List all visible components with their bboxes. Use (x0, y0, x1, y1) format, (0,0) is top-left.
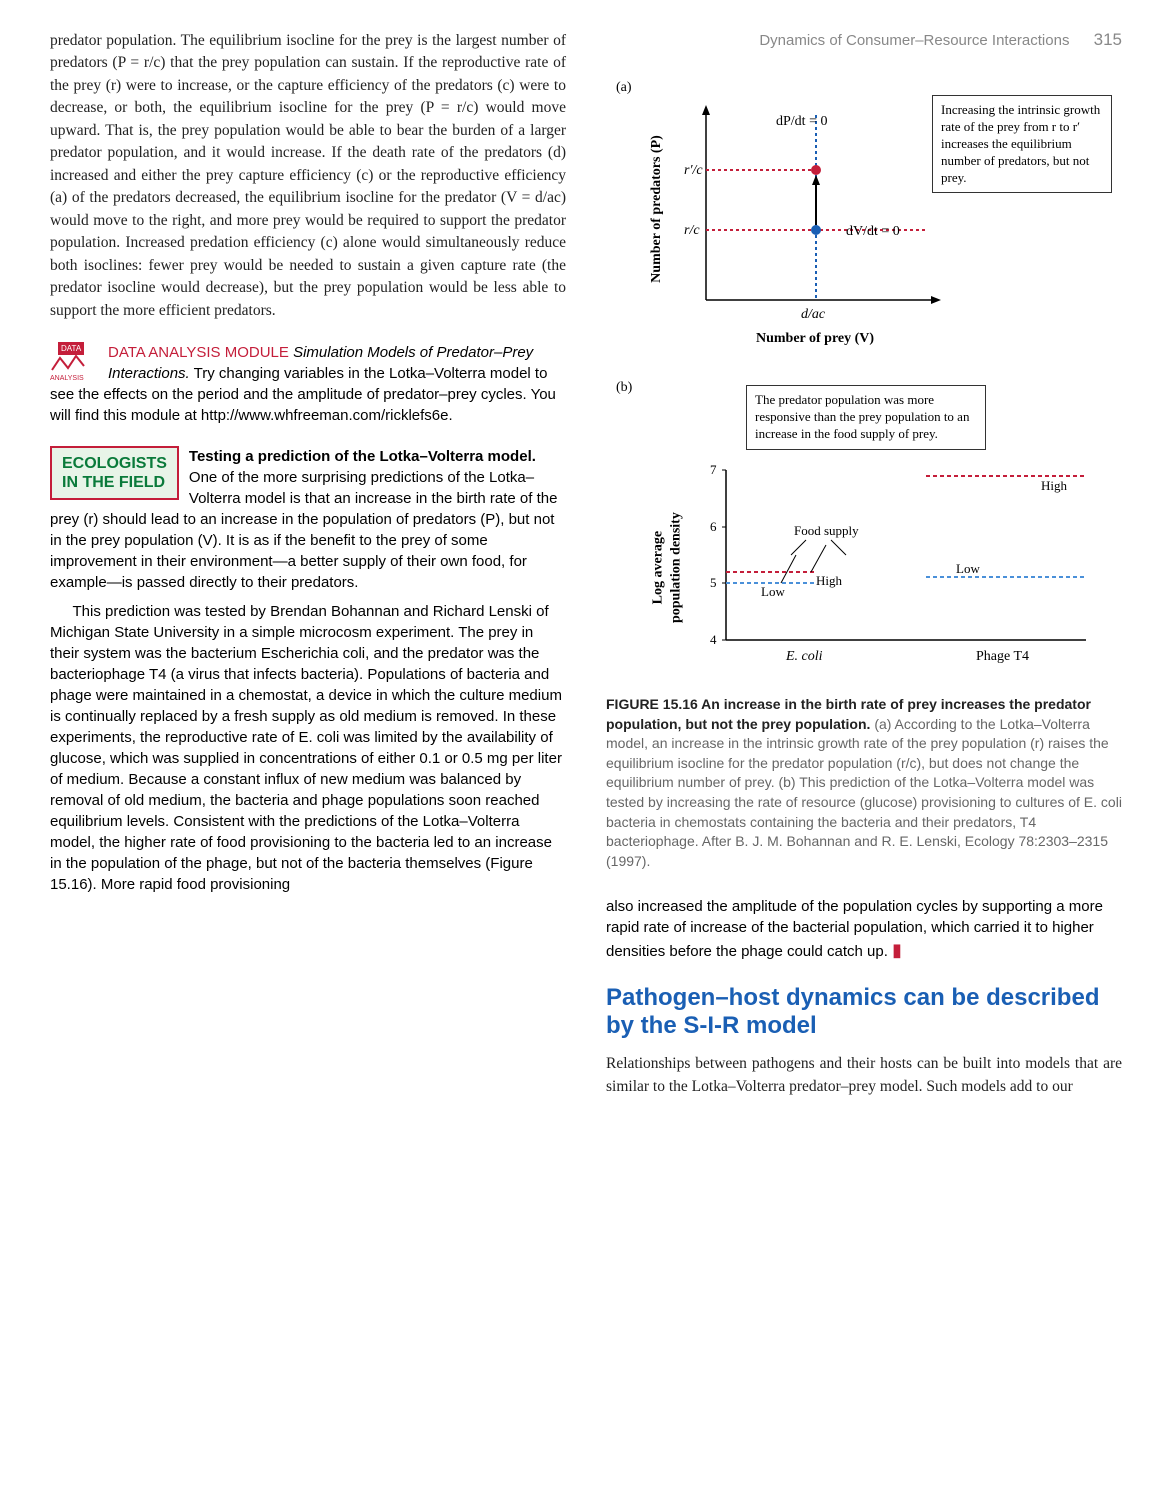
continue-text: also increased the amplitude of the popu… (606, 898, 1103, 960)
ytick-top: r′/c (684, 163, 703, 178)
section-heading: Pathogen–host dynamics can be described … (606, 984, 1122, 1042)
chart-b-svg: 4 5 6 7 Low High Low High Fo (646, 460, 1126, 680)
predator-text: predator population. The equilibrium iso… (50, 30, 566, 322)
page-header: Dynamics of Consumer–Resource Interactio… (606, 30, 1122, 50)
svg-text:5: 5 (710, 575, 717, 590)
dvdt: dV/dt = 0 (846, 224, 900, 239)
figure-caption: FIGURE 15.16 An increase in the birth ra… (606, 695, 1122, 871)
svg-text:7: 7 (710, 462, 717, 477)
main-paragraph: predator population. The equilibrium iso… (50, 30, 566, 322)
dpdt: dP/dt = 0 (776, 114, 827, 129)
chart-a: (a) r′/c r/c (616, 80, 1122, 370)
module-title: DATA ANALYSIS MODULE (108, 344, 289, 361)
chart-b: (b) The predator population was more res… (616, 380, 1122, 680)
analysis-sub: ANALYSIS (50, 374, 84, 384)
svg-text:4: 4 (710, 632, 717, 647)
ecologists-line1: ECOLOGISTS (62, 454, 167, 473)
chart-a-ylabel: Number of predators (P) (647, 119, 665, 299)
ytick-bot: r/c (684, 223, 700, 238)
ecologists-line2: IN THE FIELD (62, 473, 167, 492)
svg-text:Low: Low (761, 584, 785, 599)
end-mark: ▮ (892, 940, 902, 960)
spark-icon (50, 352, 90, 376)
section-body: Relationships between pathogens and thei… (606, 1053, 1122, 1098)
right-column: Dynamics of Consumer–Resource Interactio… (606, 30, 1122, 1470)
svg-text:High: High (1041, 478, 1068, 493)
svg-text:6: 6 (710, 519, 717, 534)
left-column: predator population. The equilibrium iso… (50, 30, 566, 1470)
header-title: Dynamics of Consumer–Resource Interactio… (759, 32, 1069, 49)
xlabel: Number of prey (V) (756, 331, 874, 346)
svg-text:High: High (816, 573, 843, 588)
fig-caption-body: (a) According to the Lotka–Volterra mode… (606, 716, 1122, 869)
ecologists-lead: Testing a prediction of the Lotka–Volter… (189, 448, 536, 465)
svg-text:E. coli: E. coli (785, 649, 823, 664)
ecologists-p2: This prediction was tested by Brendan Bo… (50, 601, 566, 895)
svg-text:Low: Low (956, 561, 980, 576)
svg-text:Food supply: Food supply (794, 523, 859, 538)
page-number: 315 (1094, 30, 1122, 49)
col2-continue: also increased the amplitude of the popu… (606, 896, 1122, 963)
module-icon: DATA ANALYSIS (50, 342, 100, 384)
chart-a-annotation: Increasing the intrinsic growth rate of … (932, 95, 1112, 193)
chart-b-label: (b) (616, 380, 632, 396)
ecologists-box: ECOLOGISTS IN THE FIELD (50, 446, 179, 500)
xtick: d/ac (801, 307, 826, 322)
svg-text:Phage T4: Phage T4 (976, 649, 1029, 664)
section-para: Relationships between pathogens and thei… (606, 1053, 1122, 1098)
chart-b-ylabel: Log average population density (648, 483, 683, 653)
ecologists-section: ECOLOGISTS IN THE FIELD Testing a predic… (50, 446, 566, 895)
data-analysis-module: DATA ANALYSIS DATA ANALYSIS MODULE Simul… (50, 342, 566, 426)
chart-a-label: (a) (616, 80, 632, 96)
figure-15-16: (a) r′/c r/c (606, 80, 1122, 680)
chart-b-annotation: The predator population was more respons… (746, 385, 986, 450)
